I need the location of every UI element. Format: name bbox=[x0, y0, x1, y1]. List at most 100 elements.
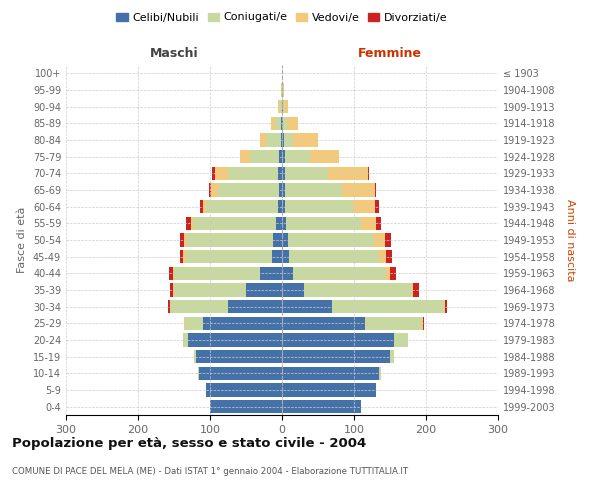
Bar bbox=[250, 150, 279, 164]
Bar bbox=[184, 316, 185, 330]
Text: Femmine: Femmine bbox=[358, 47, 422, 60]
Bar bbox=[376, 216, 382, 230]
Bar bbox=[282, 166, 285, 180]
Bar bbox=[194, 350, 196, 364]
Bar bbox=[210, 400, 282, 413]
Bar bbox=[281, 134, 282, 146]
Bar bbox=[193, 216, 276, 230]
Bar bbox=[206, 384, 282, 396]
Bar bbox=[180, 234, 184, 246]
Bar bbox=[288, 234, 374, 246]
Bar bbox=[310, 150, 339, 164]
Bar bbox=[283, 100, 284, 114]
Bar bbox=[444, 300, 445, 314]
Bar bbox=[353, 200, 375, 213]
Legend: Celibi/Nubili, Coniugati/e, Vedovi/e, Divorziati/e: Celibi/Nubili, Coniugati/e, Vedovi/e, Di… bbox=[112, 8, 452, 27]
Bar bbox=[228, 166, 278, 180]
Bar bbox=[279, 184, 282, 196]
Bar bbox=[168, 300, 170, 314]
Bar bbox=[282, 200, 285, 213]
Bar bbox=[275, 116, 281, 130]
Bar bbox=[422, 316, 423, 330]
Bar bbox=[282, 234, 288, 246]
Bar bbox=[412, 284, 413, 296]
Bar bbox=[289, 250, 379, 264]
Bar bbox=[285, 184, 343, 196]
Bar bbox=[390, 266, 396, 280]
Bar bbox=[445, 300, 447, 314]
Bar bbox=[332, 300, 444, 314]
Bar bbox=[260, 134, 266, 146]
Bar bbox=[374, 234, 385, 246]
Bar bbox=[203, 316, 282, 330]
Bar bbox=[196, 350, 282, 364]
Bar bbox=[287, 116, 298, 130]
Bar bbox=[239, 150, 250, 164]
Y-axis label: Fasce di età: Fasce di età bbox=[17, 207, 27, 273]
Bar bbox=[375, 200, 379, 213]
Bar bbox=[282, 216, 286, 230]
Bar bbox=[282, 350, 390, 364]
Bar bbox=[260, 266, 282, 280]
Bar bbox=[343, 184, 375, 196]
Bar bbox=[279, 150, 282, 164]
Bar bbox=[170, 284, 173, 296]
Bar bbox=[212, 166, 215, 180]
Bar bbox=[282, 150, 285, 164]
Bar bbox=[368, 166, 369, 180]
Bar bbox=[283, 84, 284, 96]
Bar bbox=[278, 200, 282, 213]
Bar bbox=[276, 216, 282, 230]
Bar bbox=[282, 84, 283, 96]
Bar bbox=[169, 266, 173, 280]
Bar bbox=[282, 300, 332, 314]
Bar bbox=[184, 250, 185, 264]
Bar bbox=[185, 250, 272, 264]
Bar bbox=[281, 116, 282, 130]
Bar bbox=[375, 184, 376, 196]
Bar bbox=[413, 284, 419, 296]
Bar bbox=[211, 184, 218, 196]
Bar bbox=[182, 334, 188, 346]
Bar bbox=[284, 134, 293, 146]
Bar bbox=[170, 300, 228, 314]
Bar bbox=[282, 184, 285, 196]
Bar bbox=[285, 150, 310, 164]
Bar bbox=[191, 216, 193, 230]
Bar bbox=[274, 234, 282, 246]
Bar bbox=[379, 366, 380, 380]
Bar bbox=[278, 100, 280, 114]
Bar bbox=[173, 284, 174, 296]
Bar bbox=[280, 100, 282, 114]
Bar bbox=[284, 100, 288, 114]
Bar bbox=[423, 316, 424, 330]
Bar bbox=[282, 334, 394, 346]
Bar bbox=[285, 166, 328, 180]
Bar bbox=[200, 200, 203, 213]
Bar bbox=[185, 216, 191, 230]
Bar bbox=[390, 350, 394, 364]
Bar bbox=[281, 84, 282, 96]
Bar bbox=[386, 250, 392, 264]
Bar bbox=[199, 366, 282, 380]
Bar bbox=[379, 250, 386, 264]
Bar bbox=[386, 266, 390, 280]
Bar bbox=[215, 166, 228, 180]
Bar bbox=[282, 116, 283, 130]
Bar bbox=[361, 216, 376, 230]
Bar bbox=[365, 316, 422, 330]
Bar bbox=[286, 216, 361, 230]
Bar bbox=[173, 266, 174, 280]
Bar bbox=[271, 116, 275, 130]
Text: Popolazione per età, sesso e stato civile - 2004: Popolazione per età, sesso e stato civil… bbox=[12, 438, 366, 450]
Bar bbox=[206, 200, 278, 213]
Bar bbox=[180, 250, 184, 264]
Bar bbox=[266, 134, 281, 146]
Bar bbox=[228, 300, 282, 314]
Bar bbox=[272, 250, 282, 264]
Bar bbox=[328, 166, 368, 180]
Bar bbox=[187, 234, 274, 246]
Bar bbox=[282, 266, 293, 280]
Bar bbox=[385, 234, 391, 246]
Bar bbox=[184, 234, 187, 246]
